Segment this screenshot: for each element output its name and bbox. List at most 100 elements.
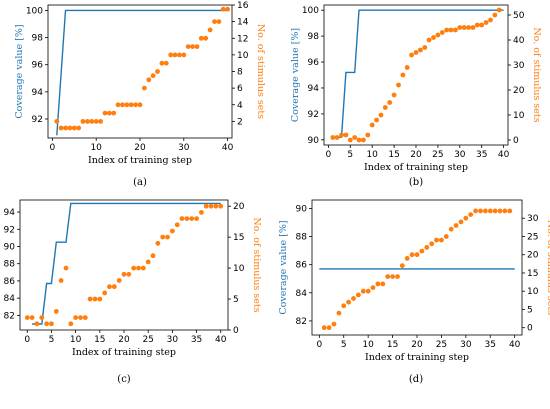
y-right-tick-label: 14 bbox=[237, 18, 249, 28]
x-tick-label: 5 bbox=[341, 340, 347, 350]
stimulus-point bbox=[463, 215, 469, 221]
stimulus-point bbox=[63, 265, 69, 271]
stimulus-point bbox=[479, 22, 485, 28]
stimulus-point bbox=[434, 237, 439, 243]
stimulus-point bbox=[97, 296, 103, 302]
stimulus-point bbox=[370, 285, 376, 290]
stimulus-point bbox=[172, 52, 178, 58]
y-left-tick-label: 94 bbox=[32, 88, 44, 98]
stimulus-point bbox=[24, 315, 30, 320]
x-tick-label: 25 bbox=[142, 335, 153, 345]
y-right-tick-label: 15 bbox=[527, 269, 538, 279]
stimulus-point bbox=[54, 119, 60, 124]
stimulus-point bbox=[356, 137, 362, 143]
x-tick-label: 40 bbox=[222, 143, 234, 153]
stimulus-point bbox=[360, 288, 366, 294]
y-left-tick-label: 82 bbox=[4, 311, 15, 321]
stimulus-point bbox=[115, 102, 121, 108]
y-right-axis-title: No. of stimulus sets bbox=[531, 27, 542, 122]
y-right-tick-label: 15 bbox=[233, 233, 244, 243]
stimulus-point bbox=[225, 6, 231, 12]
stimulus-point bbox=[444, 27, 450, 33]
x-tick-label: 30 bbox=[178, 143, 190, 153]
coverage-line bbox=[56, 9, 228, 136]
stimulus-point bbox=[92, 296, 98, 302]
stimulus-point bbox=[102, 290, 108, 296]
stimulus-point bbox=[443, 234, 449, 239]
stimulus-point bbox=[458, 219, 464, 225]
x-tick-label: 35 bbox=[476, 150, 487, 160]
x-tick-label: 15 bbox=[94, 335, 105, 345]
x-tick-label: 0 bbox=[50, 143, 56, 153]
y-right-tick-label: 10 bbox=[233, 264, 245, 274]
y-right-tick-label: 0 bbox=[513, 136, 519, 146]
x-tick-label: 20 bbox=[411, 340, 423, 350]
panel-c: 0 5 10 15 20 25 30 35 40 82 84 86 88 90 92 94 0 5 10 15 20 In… bbox=[4, 199, 262, 385]
stimulus-point bbox=[418, 47, 423, 53]
y-left-tick-label: 100 bbox=[302, 6, 319, 16]
stimulus-point bbox=[168, 52, 174, 58]
x-axis-title: Index of training step bbox=[364, 162, 468, 173]
panel-caption: (c) bbox=[117, 374, 131, 385]
stimulus-point bbox=[93, 119, 99, 124]
stimulus-point bbox=[207, 27, 213, 33]
stimulus-point bbox=[29, 315, 35, 320]
stimulus-point bbox=[457, 25, 463, 30]
y-left-axis-title: Coverage value [%] bbox=[14, 24, 25, 118]
coverage-line bbox=[332, 9, 504, 138]
stimulus-point bbox=[53, 309, 59, 314]
y-left-axis-title: Coverage value [%] bbox=[278, 220, 289, 314]
stimulus-point bbox=[58, 278, 64, 283]
stimulus-point bbox=[409, 52, 414, 58]
stimulus-point bbox=[140, 265, 146, 271]
panel-d: 0 5 10 15 20 25 30 35 40 82 84 86 88 90 0 5 10 15 20 25 30 In… bbox=[278, 199, 550, 385]
stimulus-point bbox=[44, 321, 49, 327]
y-left-tick-label: 90 bbox=[4, 242, 16, 252]
x-tick-label: 10 bbox=[366, 150, 378, 160]
y-right-tick-label: 16 bbox=[237, 1, 249, 11]
stimulus-point bbox=[380, 281, 386, 287]
stimulus-point bbox=[339, 132, 344, 138]
stimulus-point bbox=[165, 234, 170, 240]
stimulus-point bbox=[507, 208, 513, 214]
stimulus-point bbox=[488, 17, 493, 23]
stimulus-point bbox=[189, 216, 195, 222]
stimulus-point bbox=[382, 105, 388, 110]
stimulus-point bbox=[133, 102, 139, 108]
stimulus-point bbox=[80, 119, 86, 124]
y-right-tick-label: 50 bbox=[513, 11, 525, 21]
stimulus-point bbox=[126, 271, 132, 277]
x-tick-label: 10 bbox=[90, 143, 102, 153]
x-tick-label: 35 bbox=[485, 340, 496, 350]
stimulus-point bbox=[184, 216, 190, 222]
stimulus-point bbox=[390, 274, 395, 279]
panel-a: 0 10 20 30 40 92 94 96 98 100 2 4 6 8 10 12 14 16 Index of… bbox=[14, 1, 266, 188]
x-tick-label: 20 bbox=[134, 143, 146, 153]
stimulus-point bbox=[375, 281, 381, 287]
y-left-tick-label: 86 bbox=[296, 261, 308, 271]
stimulus-point bbox=[76, 125, 82, 131]
stimulus-point bbox=[208, 203, 214, 209]
y-right-tick-label: 30 bbox=[527, 214, 539, 224]
stimulus-point bbox=[448, 226, 454, 232]
x-tick-label: 25 bbox=[432, 150, 443, 160]
stimulus-point bbox=[194, 44, 200, 49]
x-tick-label: 30 bbox=[167, 335, 179, 345]
y-left-tick-label: 94 bbox=[4, 208, 16, 218]
stimulus-point bbox=[399, 263, 405, 269]
y-right-tick-label: 8 bbox=[237, 68, 243, 78]
stimulus-point bbox=[331, 321, 337, 327]
y-left-tick-label: 90 bbox=[296, 204, 308, 214]
stimulus-point bbox=[391, 92, 397, 98]
y-right-tick-label: 10 bbox=[237, 51, 249, 61]
y-right-tick-label: 30 bbox=[513, 61, 525, 71]
x-tick-label: 10 bbox=[362, 340, 374, 350]
stimulus-point bbox=[461, 25, 467, 30]
y-right-tick-label: 10 bbox=[513, 111, 525, 121]
x-tick-label: 0 bbox=[316, 340, 322, 350]
stimulus-point bbox=[387, 100, 393, 105]
x-tick-label: 20 bbox=[118, 335, 130, 345]
panel-b: 0 5 10 15 20 25 30 35 40 90 92 94 96 98 100 0 10 20 30 40 50… bbox=[290, 4, 542, 188]
y-right-tick-label: 12 bbox=[237, 34, 248, 44]
